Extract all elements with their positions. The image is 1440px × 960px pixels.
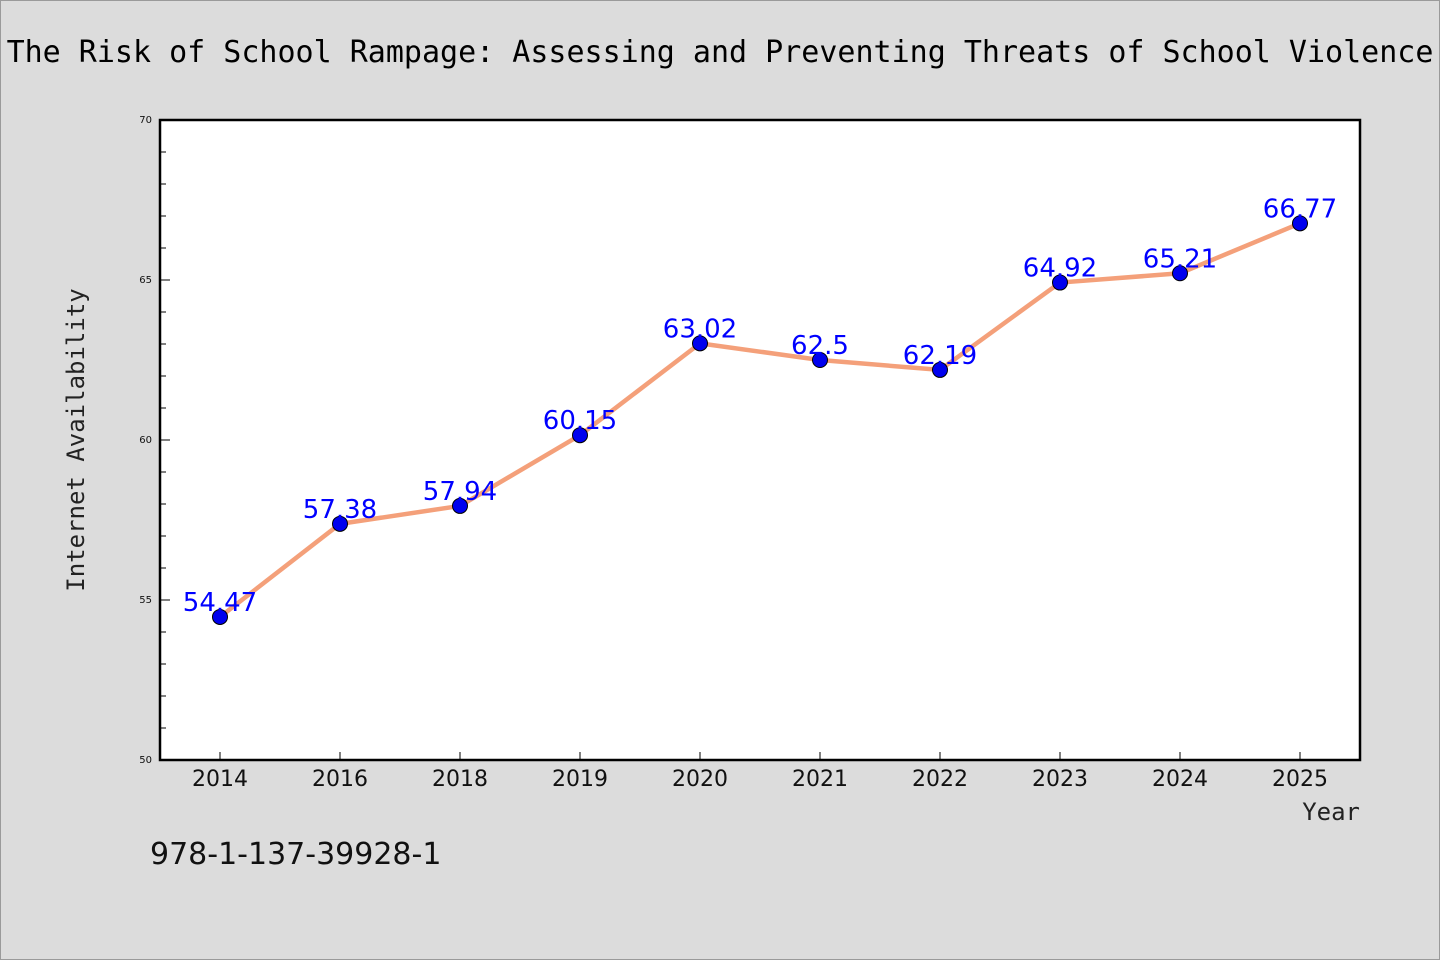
y-axis: 50 55 60 65 70 bbox=[139, 115, 170, 766]
y-tick-label: 70 bbox=[139, 115, 152, 126]
data-label: 65.21 bbox=[1143, 244, 1217, 274]
x-tick-label: 2019 bbox=[552, 767, 608, 792]
isbn-annotation: 978-1-137-39928-1 bbox=[150, 837, 441, 872]
data-point bbox=[452, 497, 468, 514]
x-tick-label: 2018 bbox=[432, 767, 488, 792]
data-label: 57.38 bbox=[303, 495, 377, 525]
data-label: 54.47 bbox=[183, 588, 257, 618]
data-point bbox=[1052, 274, 1068, 291]
x-axis-label: Year bbox=[1302, 798, 1360, 826]
x-tick-label: 2025 bbox=[1272, 767, 1328, 792]
y-tick-label: 50 bbox=[139, 755, 152, 766]
data-label: 57.94 bbox=[423, 477, 497, 507]
x-tick-label: 2014 bbox=[192, 767, 248, 792]
data-point bbox=[332, 515, 348, 532]
data-point bbox=[812, 352, 828, 368]
x-tick-label: 2016 bbox=[312, 767, 368, 792]
x-tick-label: 2021 bbox=[792, 767, 848, 792]
data-label: 60.15 bbox=[543, 406, 617, 436]
y-axis-label: Internet Availability bbox=[62, 288, 90, 591]
data-point bbox=[692, 335, 708, 352]
x-tick-label: 2024 bbox=[1152, 767, 1208, 792]
x-tick-label: 2023 bbox=[1032, 767, 1088, 792]
y-tick-label: 65 bbox=[139, 275, 152, 286]
series: 54.47 57.38 57.94 60.15 63.02 62.5 62.19 64.92 6… bbox=[183, 194, 1337, 625]
data-label: 63.02 bbox=[663, 314, 737, 344]
data-point bbox=[1172, 265, 1188, 282]
x-axis: 2014 2016 2018 2019 2020 2021 2022 2023 2024 2025 bbox=[192, 752, 1328, 792]
data-label: 64.92 bbox=[1023, 254, 1097, 284]
x-tick-label: 2020 bbox=[672, 767, 728, 792]
y-tick-label: 60 bbox=[139, 435, 152, 446]
data-label: 62.5 bbox=[791, 331, 849, 361]
series-line bbox=[218, 221, 1301, 619]
data-point bbox=[572, 427, 588, 444]
chart-title: The Risk of School Rampage: Assessing an… bbox=[7, 35, 1434, 70]
y-tick-label: 55 bbox=[139, 595, 152, 606]
data-label: 62.19 bbox=[903, 341, 977, 371]
x-tick-label: 2022 bbox=[912, 767, 968, 792]
data-label: 66.77 bbox=[1263, 194, 1337, 224]
plot-area bbox=[158, 118, 1362, 762]
data-point bbox=[1292, 215, 1308, 232]
data-point bbox=[932, 361, 948, 378]
data-point bbox=[212, 608, 228, 625]
